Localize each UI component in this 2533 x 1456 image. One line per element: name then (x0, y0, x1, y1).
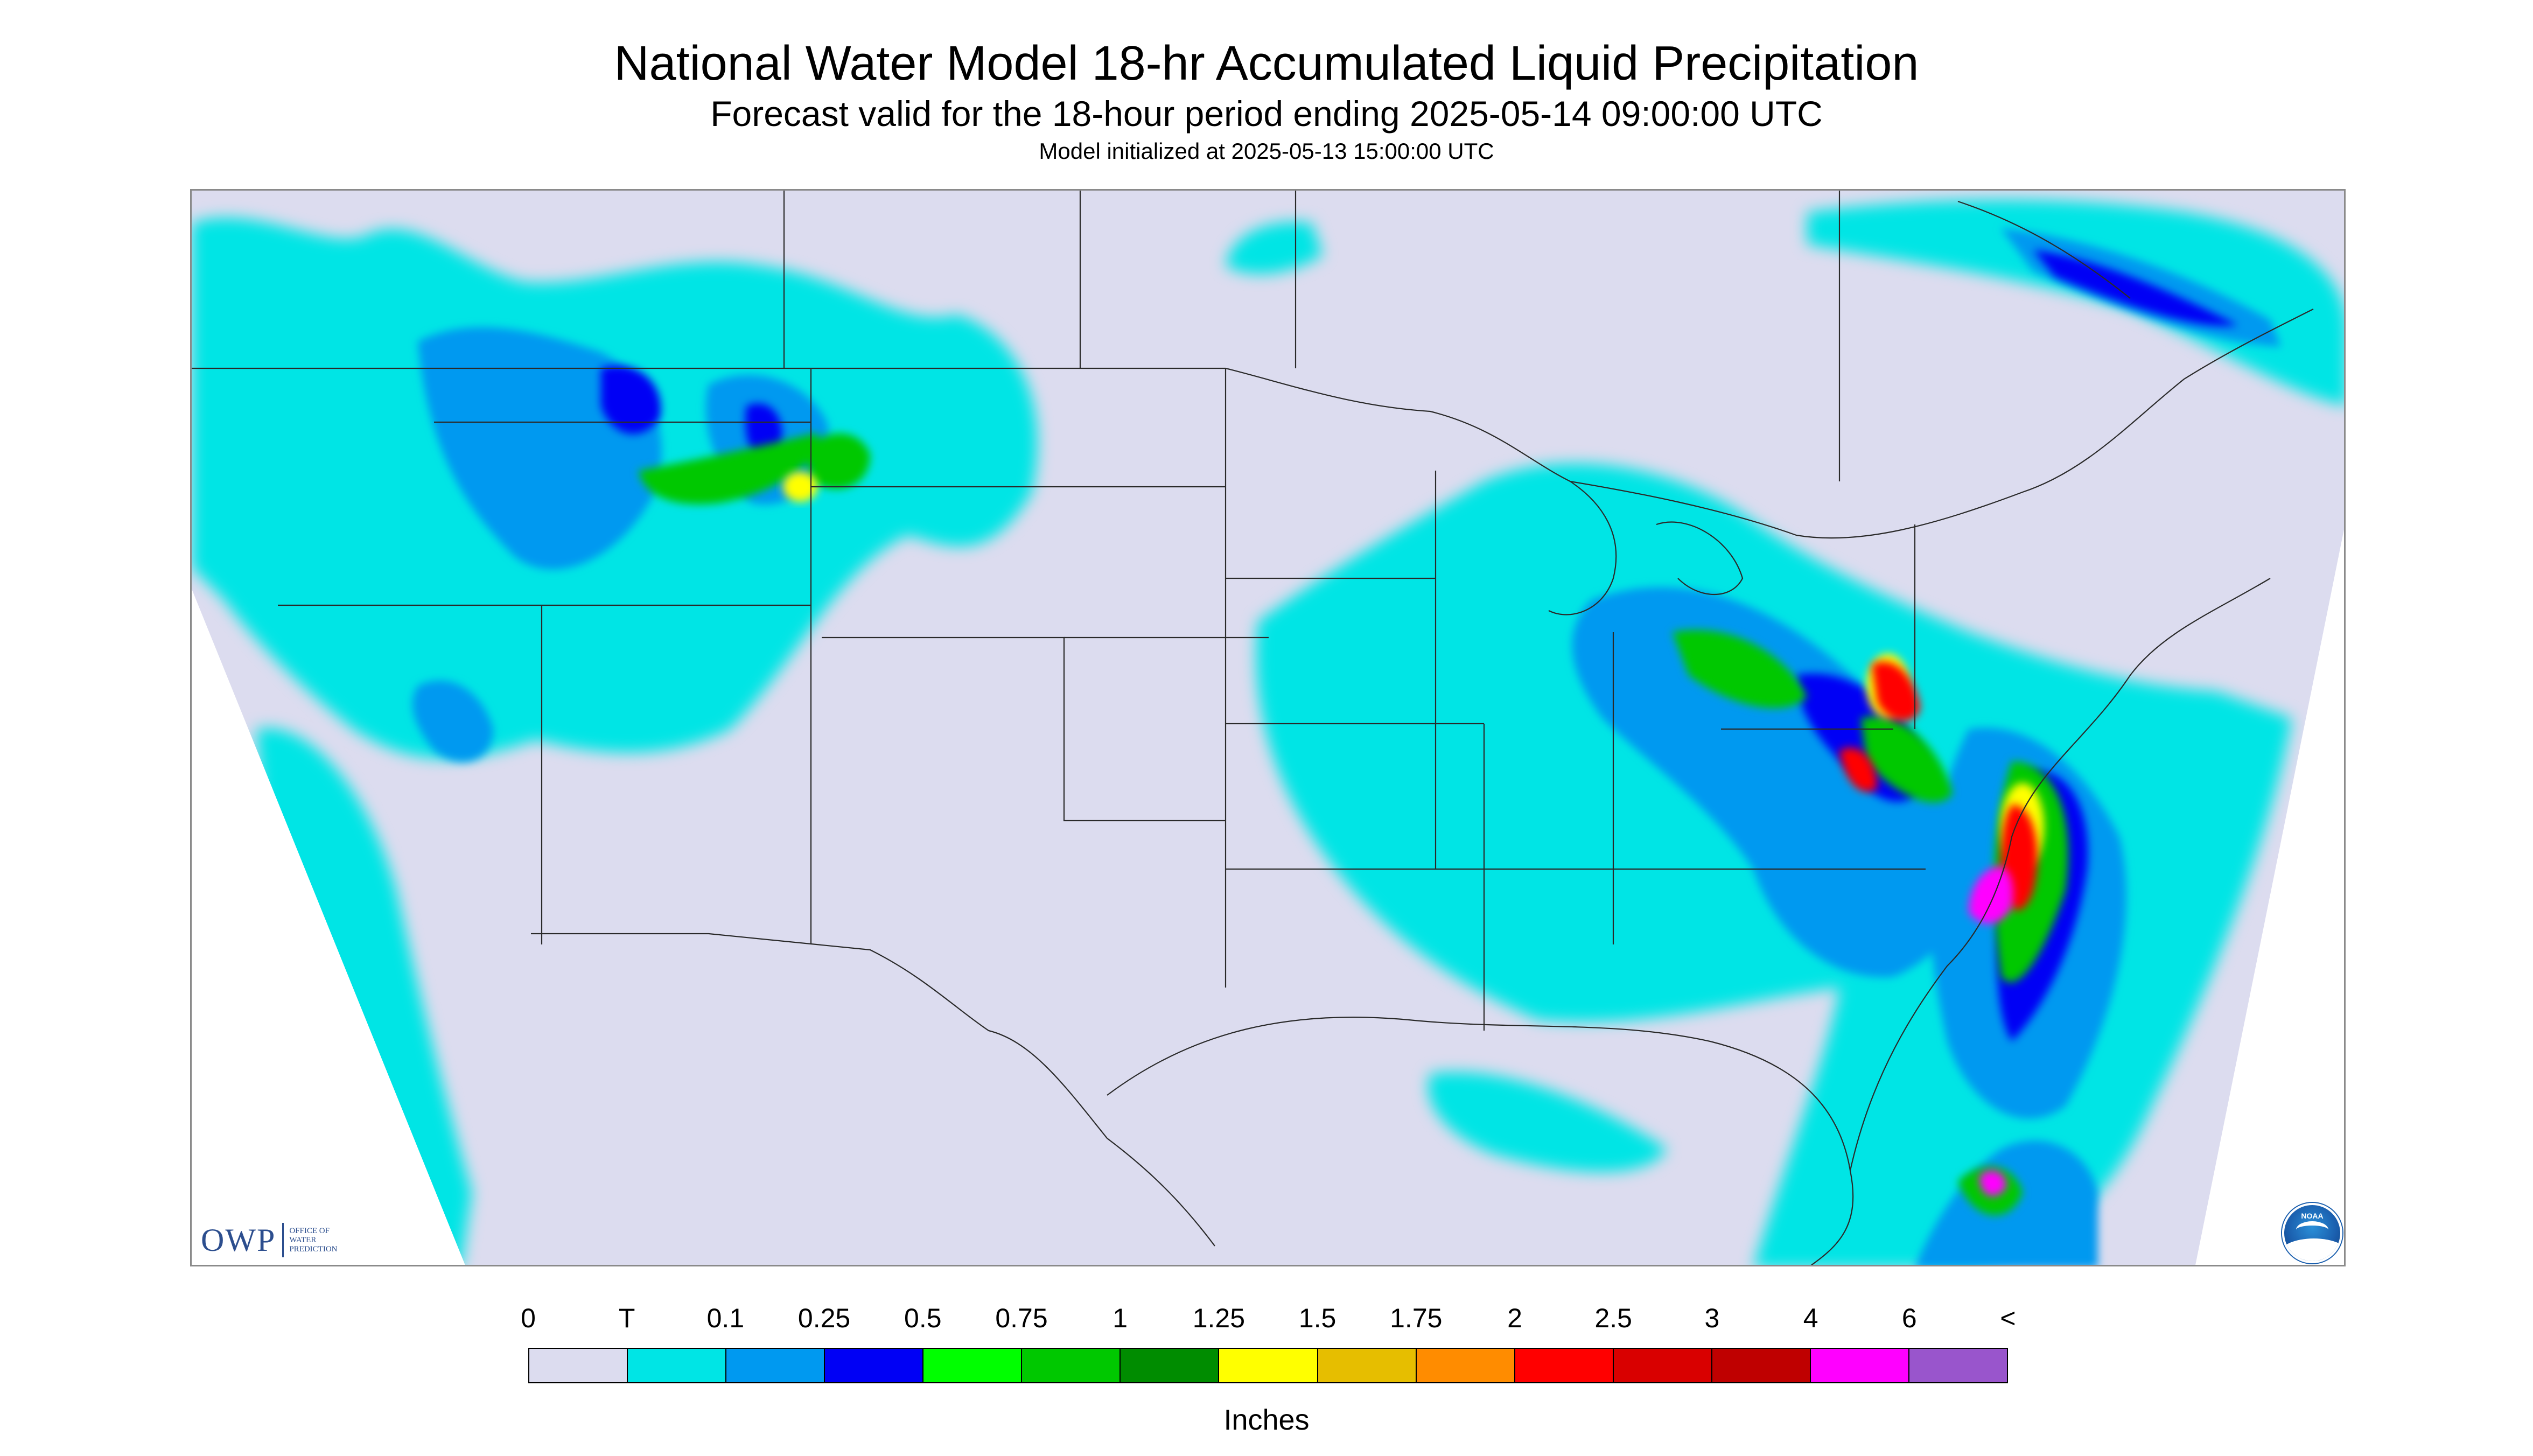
legend-swatch (628, 1349, 727, 1382)
legend-swatch (1712, 1349, 1811, 1382)
owp-logo-main: OWP (201, 1223, 284, 1257)
legend-swatch (1416, 1349, 1515, 1382)
legend-swatch (1613, 1349, 1712, 1382)
legend-label: 0.25 (797, 1303, 851, 1333)
legend-label: 4 (1803, 1303, 1818, 1333)
legend-label: 0.5 (904, 1303, 942, 1333)
precip-layer (192, 199, 2344, 1265)
noaa-wave-mark (2284, 1238, 2340, 1261)
legend-swatch (529, 1349, 628, 1382)
legend-swatch (1909, 1349, 2007, 1382)
forecast-valid-subtitle: Forecast valid for the 18-hour period en… (710, 94, 1823, 134)
political-boundaries (192, 191, 2314, 1265)
legend-swatch (1022, 1349, 1121, 1382)
legend-label: 1.25 (1192, 1303, 1245, 1333)
owp-logo-subtext: OFFICE OF WATER PREDICTION (289, 1226, 338, 1254)
legend-label: 6 (1901, 1303, 1917, 1333)
legend-label: 0 (521, 1303, 536, 1333)
precipitation-map[interactable] (190, 189, 2346, 1266)
legend-swatch (825, 1349, 924, 1382)
legend-units: Inches (1223, 1404, 1310, 1436)
legend-label: 0.1 (706, 1303, 745, 1333)
legend-swatch (726, 1349, 825, 1382)
legend-label: 2 (1507, 1303, 1522, 1333)
legend-swatch (923, 1349, 1023, 1382)
legend-color-bar (528, 1348, 2008, 1383)
model-init-text: Model initialized at 2025-05-13 15:00:00… (1039, 138, 1494, 164)
legend-label: 0.75 (995, 1303, 1048, 1333)
legend-label: 1 (1112, 1303, 1128, 1333)
legend-swatch (1515, 1349, 1614, 1382)
legend-labels: 0 T 0.1 0.25 0.5 0.75 1 1.25 1.5 1.75 2 … (0, 1302, 2533, 1334)
legend-label: T (618, 1303, 635, 1333)
owp-logo: OWP OFFICE OF WATER PREDICTION (201, 1221, 359, 1259)
legend-swatch (1219, 1349, 1318, 1382)
noaa-logo: NOAA (2282, 1203, 2342, 1263)
legend-label: 3 (1704, 1303, 1720, 1333)
noaa-logo-text: NOAA (2301, 1212, 2324, 1220)
legend-label: < (2000, 1303, 2016, 1333)
map-canvas (192, 191, 2344, 1265)
noaa-bird-mark (2296, 1221, 2328, 1238)
legend-label: 1.5 (1298, 1303, 1337, 1333)
map-title: National Water Model 18-hr Accumulated L… (614, 37, 1919, 90)
legend-swatch (1810, 1349, 1909, 1382)
legend-label: 2.5 (1594, 1303, 1632, 1333)
legend-swatch (1318, 1349, 1417, 1382)
legend-swatch (1121, 1349, 1220, 1382)
legend-label: 1.75 (1390, 1303, 1443, 1333)
